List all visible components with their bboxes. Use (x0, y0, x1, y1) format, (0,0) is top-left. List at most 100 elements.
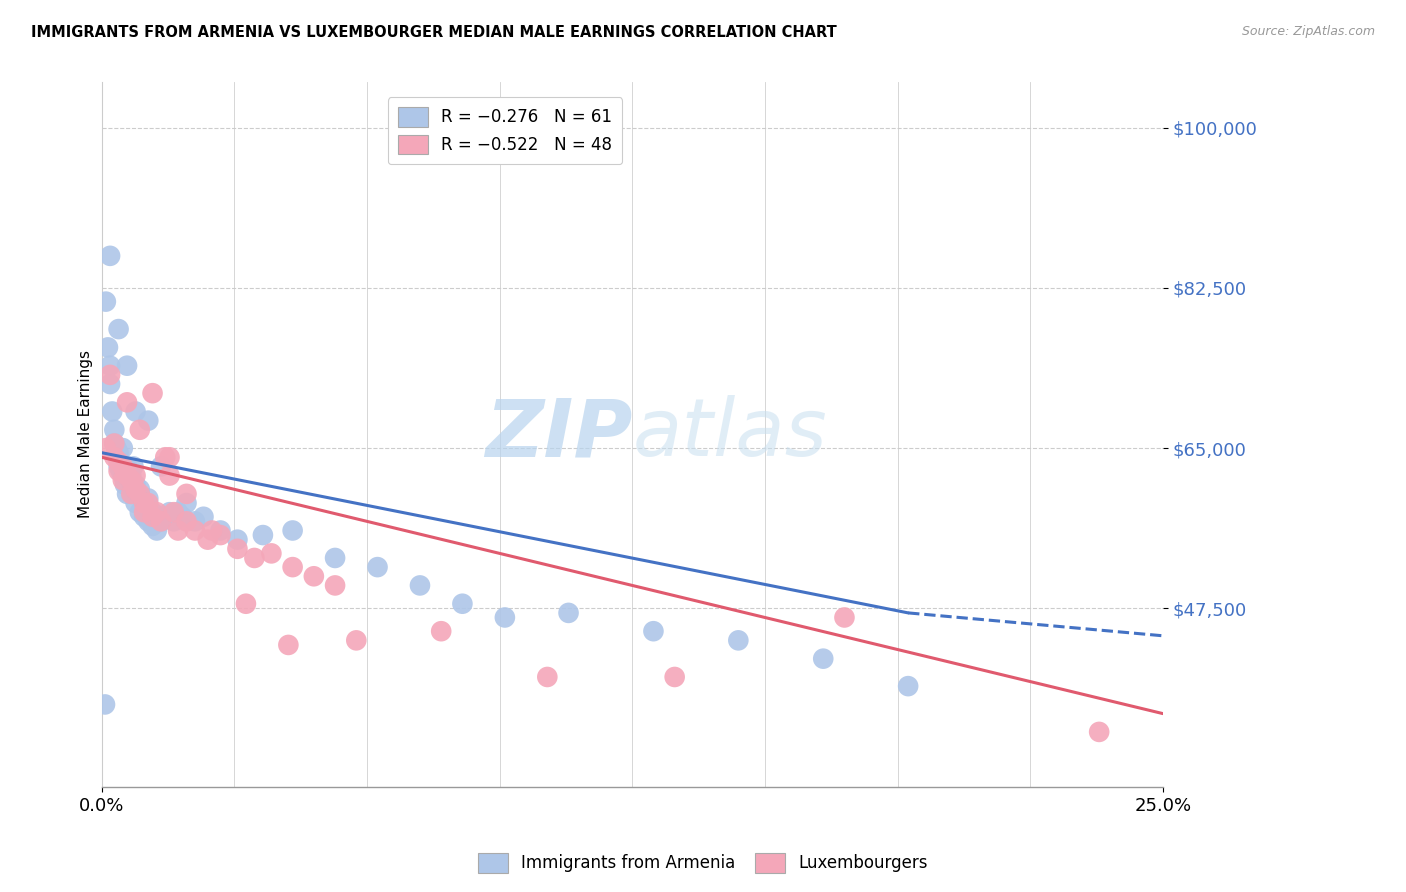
Point (124, 477, 146, 491)
Point (226, 541, 249, 556)
Point (150, 459, 173, 474)
Text: Source: ZipAtlas.com: Source: ZipAtlas.com (1241, 25, 1375, 38)
Point (107, 455, 129, 469)
Point (132, 496, 155, 510)
Point (111, 441, 134, 455)
Point (120, 473, 142, 487)
Point (115, 487, 138, 501)
Point (115, 395, 138, 409)
Point (124, 483, 146, 497)
Point (281, 560, 304, 574)
Point (409, 578, 432, 592)
Point (344, 633, 367, 648)
Point (281, 524, 304, 538)
Point (163, 514, 186, 528)
Point (813, 651, 835, 665)
Point (115, 359, 138, 373)
Point (277, 638, 299, 652)
Point (167, 505, 190, 519)
Text: ZIP: ZIP (485, 395, 633, 474)
Point (132, 505, 155, 519)
Point (494, 610, 516, 624)
Point (98, 249, 121, 263)
Point (197, 533, 219, 547)
Point (536, 670, 558, 684)
Point (98, 359, 121, 373)
Point (128, 487, 150, 501)
Point (163, 505, 186, 519)
Point (98, 368, 121, 382)
Point (430, 624, 453, 639)
Point (243, 551, 266, 566)
Point (141, 519, 163, 533)
Point (159, 505, 181, 519)
Point (209, 528, 232, 542)
Point (146, 524, 169, 538)
Point (1088, 725, 1111, 739)
Point (150, 514, 173, 528)
Point (172, 509, 194, 524)
Point (115, 468, 138, 483)
Point (184, 514, 207, 528)
Point (193, 509, 215, 524)
Point (141, 505, 163, 519)
Point (136, 496, 159, 510)
Y-axis label: Median Male Earnings: Median Male Earnings (79, 351, 93, 518)
Point (176, 487, 198, 501)
Point (97, 340, 120, 354)
Point (124, 468, 146, 483)
Point (146, 509, 169, 524)
Point (260, 546, 283, 560)
Point (107, 464, 129, 478)
Point (111, 468, 134, 483)
Point (94, 294, 117, 309)
Text: atlas: atlas (633, 395, 827, 474)
Point (664, 670, 686, 684)
Point (201, 524, 224, 538)
Point (643, 624, 665, 639)
Point (94, 698, 117, 712)
Point (128, 483, 150, 497)
Point (124, 404, 146, 418)
Point (184, 524, 207, 538)
Point (103, 423, 125, 437)
Point (120, 468, 142, 483)
Point (111, 459, 134, 474)
Point (176, 496, 198, 510)
Point (146, 505, 169, 519)
Point (98, 377, 121, 392)
Point (302, 569, 325, 583)
Point (132, 496, 155, 510)
Point (124, 496, 146, 510)
Point (155, 450, 177, 465)
Legend: R = −0.276   N = 61, R = −0.522   N = 48: R = −0.276 N = 61, R = −0.522 N = 48 (388, 97, 621, 164)
Text: IMMIGRANTS FROM ARMENIA VS LUXEMBOURGER MEDIAN MALE EARNINGS CORRELATION CHART: IMMIGRANTS FROM ARMENIA VS LUXEMBOURGER … (31, 25, 837, 40)
Point (557, 606, 579, 620)
Point (727, 633, 749, 648)
Point (252, 528, 274, 542)
Point (120, 487, 142, 501)
Point (107, 459, 129, 474)
Point (107, 445, 129, 459)
Point (94, 441, 117, 455)
Point (103, 436, 125, 450)
Point (136, 491, 159, 506)
Point (122, 459, 145, 474)
Point (323, 551, 346, 566)
Point (451, 597, 474, 611)
Point (155, 509, 177, 524)
Point (367, 560, 389, 574)
Point (141, 386, 163, 401)
Point (323, 578, 346, 592)
Point (128, 505, 150, 519)
Point (101, 404, 124, 418)
Point (111, 473, 134, 487)
Point (209, 524, 232, 538)
Point (167, 524, 190, 538)
Point (834, 610, 856, 624)
Point (120, 487, 142, 501)
Legend: Immigrants from Armenia, Luxembourgers: Immigrants from Armenia, Luxembourgers (471, 847, 935, 880)
Point (159, 468, 181, 483)
Point (136, 514, 159, 528)
Point (226, 533, 249, 547)
